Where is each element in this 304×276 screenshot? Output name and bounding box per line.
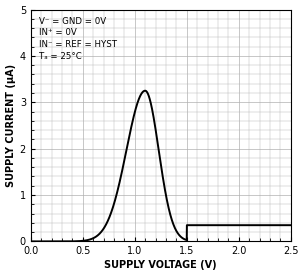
X-axis label: SUPPLY VOLTAGE (V): SUPPLY VOLTAGE (V) bbox=[105, 261, 217, 270]
Y-axis label: SUPPLY CURRENT (μA): SUPPLY CURRENT (μA) bbox=[5, 64, 16, 187]
Text: V⁻ = GND = 0V
IN⁺ = 0V
IN⁻ = REF = HYST
Tₐ = 25°C: V⁻ = GND = 0V IN⁺ = 0V IN⁻ = REF = HYST … bbox=[39, 17, 117, 61]
